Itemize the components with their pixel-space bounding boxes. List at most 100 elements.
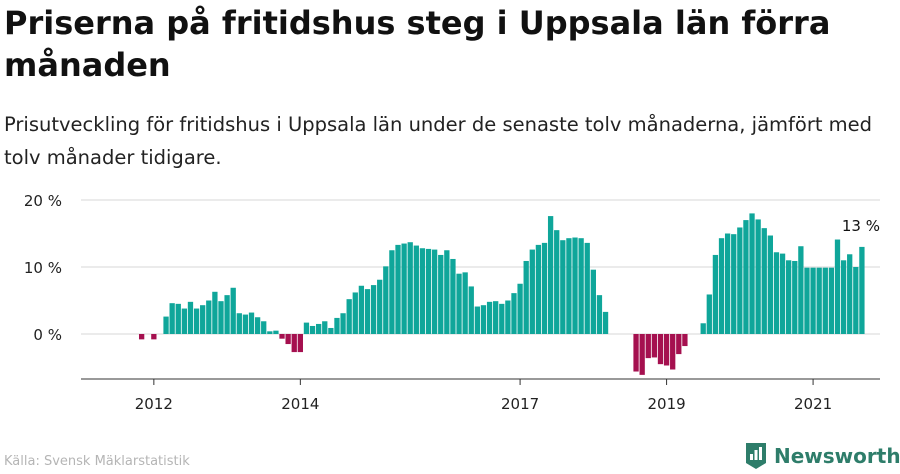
bar xyxy=(377,279,383,334)
bar xyxy=(773,252,780,334)
bar xyxy=(541,242,548,334)
bar xyxy=(847,254,853,334)
x-tick-label: 2012 xyxy=(135,395,173,413)
bar xyxy=(285,334,291,345)
bar xyxy=(175,303,181,334)
bar xyxy=(322,321,328,334)
chart-title: Priserna på fritidshus steg i Uppsala lä… xyxy=(4,4,831,84)
bar xyxy=(499,303,505,334)
bar xyxy=(682,334,688,347)
chart-subtitle: Prisutveckling för fritidshus i Uppsala … xyxy=(4,113,873,169)
bar xyxy=(859,246,865,334)
newsworthy-logo-icon xyxy=(746,443,766,469)
axes: 0 % 10 % 20 % 2012 2014 2017 2019 2021 13 % xyxy=(24,192,880,413)
bar xyxy=(535,244,542,334)
bar xyxy=(206,300,212,334)
bar xyxy=(389,250,395,334)
bar-chart: 0 % 10 % 20 % 2012 2014 2017 2019 2021 13 % xyxy=(24,192,880,413)
bar xyxy=(810,267,816,334)
y-tick-label: 0 % xyxy=(33,326,62,344)
bar xyxy=(370,285,377,334)
bar xyxy=(712,254,719,334)
bar xyxy=(273,330,279,334)
bar xyxy=(493,301,499,334)
bar xyxy=(651,334,658,358)
bar xyxy=(425,248,432,334)
bar xyxy=(706,294,712,334)
bar xyxy=(724,233,731,334)
bar xyxy=(419,248,426,334)
bar xyxy=(444,250,450,334)
bar xyxy=(328,327,334,334)
bar xyxy=(596,295,603,334)
bar xyxy=(261,321,267,334)
bar xyxy=(828,267,835,334)
x-tick-label: 2014 xyxy=(281,395,319,413)
brand-logo[interactable]: Newsworthy xyxy=(744,440,900,472)
bar xyxy=(663,334,670,366)
bar xyxy=(816,267,822,334)
bar xyxy=(480,305,487,334)
bar xyxy=(572,237,578,334)
bar xyxy=(456,273,462,334)
bar xyxy=(511,293,517,334)
bar xyxy=(468,286,474,334)
bar xyxy=(316,323,322,334)
bar xyxy=(486,301,493,334)
bars xyxy=(138,213,865,375)
bar xyxy=(169,303,175,334)
bar xyxy=(505,300,511,334)
bar xyxy=(590,269,596,334)
bar xyxy=(248,312,255,334)
bar xyxy=(438,254,444,334)
bar xyxy=(560,240,566,334)
bar xyxy=(779,253,786,334)
bar xyxy=(431,249,438,334)
bar xyxy=(798,246,804,334)
bar xyxy=(529,249,535,334)
last-value-label: 13 % xyxy=(842,217,880,235)
bar xyxy=(383,266,389,334)
bar xyxy=(267,331,273,334)
bar xyxy=(755,219,761,334)
bar xyxy=(395,244,401,334)
bar xyxy=(700,323,706,334)
bar xyxy=(517,283,523,334)
bar xyxy=(346,299,352,334)
bar xyxy=(749,213,755,334)
bar xyxy=(670,334,676,370)
bar xyxy=(242,314,249,334)
source-note: Källa: Svensk Mäklarstatistik xyxy=(4,454,190,469)
bar xyxy=(340,313,346,334)
bar xyxy=(279,334,285,339)
bar xyxy=(218,301,224,334)
bar xyxy=(181,308,188,334)
bar xyxy=(309,325,316,334)
bar xyxy=(224,295,230,334)
bar xyxy=(474,306,481,334)
bar xyxy=(450,258,456,334)
bar xyxy=(554,230,560,334)
bar xyxy=(786,260,792,334)
bar xyxy=(407,242,413,334)
bar xyxy=(163,316,169,334)
bar xyxy=(657,334,664,365)
x-tick-label: 2019 xyxy=(647,395,685,413)
bar xyxy=(200,305,206,334)
bar xyxy=(645,334,651,359)
bar xyxy=(822,267,828,334)
bar xyxy=(761,228,767,334)
brand-name: Newsworthy xyxy=(774,444,900,468)
bar xyxy=(523,260,529,334)
bar xyxy=(578,238,584,334)
bar xyxy=(230,287,236,334)
bar xyxy=(639,334,645,375)
bar xyxy=(584,242,590,334)
bar xyxy=(138,334,145,340)
bar xyxy=(212,291,218,334)
bar xyxy=(413,245,419,334)
y-tick-label: 20 % xyxy=(24,192,62,210)
bar xyxy=(718,238,725,334)
x-tick-label: 2017 xyxy=(501,395,539,413)
bar xyxy=(352,292,358,334)
